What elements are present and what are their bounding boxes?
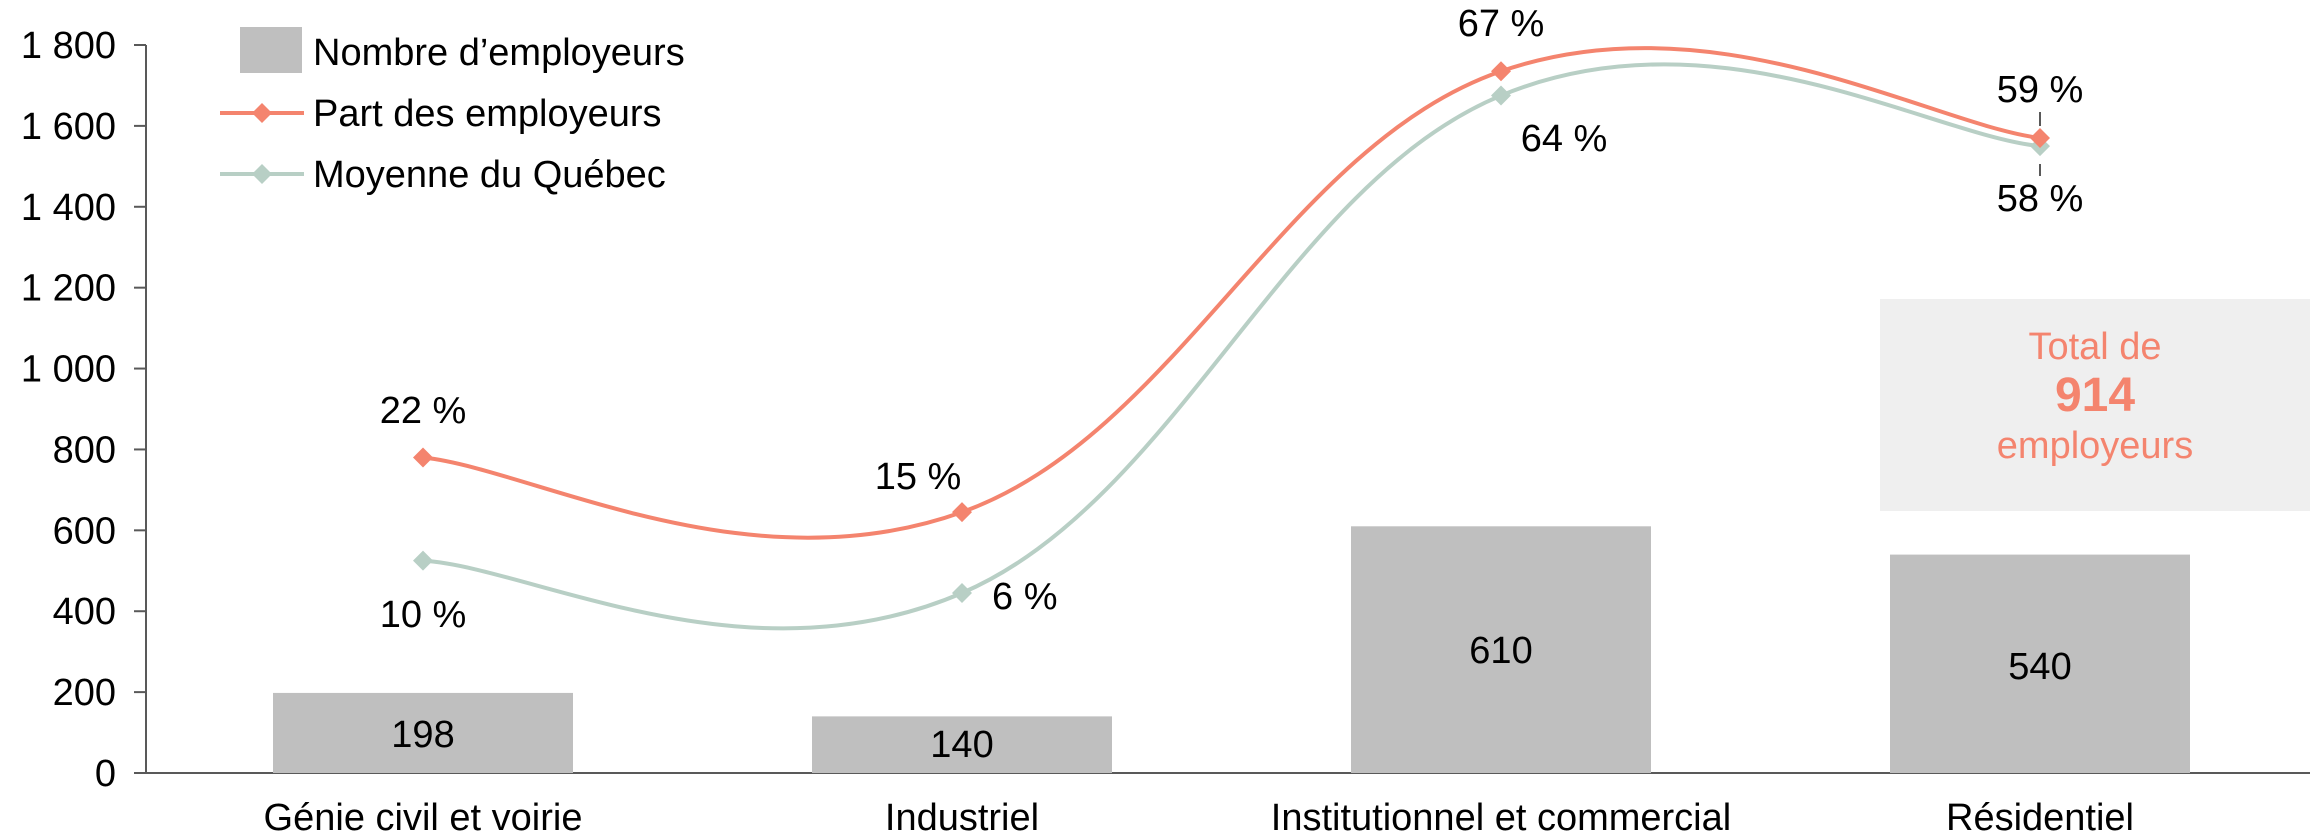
y-tick-label: 400	[53, 591, 116, 633]
data-labels: 198 140 610 540 22 % 15 % 67 % 59 % 10 % 6 % 64 % 5…	[380, 3, 2084, 766]
part-value-label: 67 %	[1458, 3, 1545, 45]
y-tick-label: 1 400	[21, 187, 116, 229]
legend-moyenne-marker	[252, 164, 272, 184]
bar	[1890, 554, 2190, 773]
bar-value-label: 198	[391, 714, 454, 756]
line-marker	[1491, 85, 1511, 106]
legend-label-part: Part des employeurs	[313, 93, 662, 135]
bar	[1351, 526, 1651, 773]
y-tick-label: 600	[53, 510, 116, 552]
x-category-label: Génie civil et voirie	[264, 797, 583, 838]
y-tick-label: 1 600	[21, 106, 116, 148]
series-line	[422, 62, 2041, 631]
line-marker	[413, 447, 433, 468]
series-line	[422, 46, 2041, 540]
total-employers-callout: Total de 914 employeurs	[1880, 299, 2310, 511]
y-tick-label: 200	[53, 672, 116, 714]
x-category-label: Institutionnel et commercial	[1271, 797, 1731, 838]
line-series	[413, 46, 2050, 631]
moyenne-value-label: 10 %	[380, 594, 467, 636]
y-tick-label: 1 000	[21, 349, 116, 391]
y-tick-label: 1 800	[21, 25, 116, 67]
x-category-label: Résidentiel	[1946, 797, 2134, 838]
line-marker	[952, 583, 972, 604]
part-value-label: 22 %	[380, 390, 467, 432]
total-callout-value: 914	[2054, 369, 2136, 422]
moyenne-value-label: 64 %	[1521, 118, 1608, 160]
y-tick-label: 1 200	[21, 268, 116, 310]
legend-part-marker	[252, 103, 272, 123]
axes: 0 200 400 600 800 1 000 1 200 1 400 1 600 1 800 Gé…	[21, 25, 2310, 838]
y-tick-label: 0	[95, 753, 116, 795]
line-marker	[2030, 128, 2050, 149]
total-callout-prefix: Total de	[2028, 326, 2162, 368]
bar-value-label: 140	[930, 724, 993, 766]
bar-value-label: 540	[2008, 646, 2071, 688]
legend-bar-swatch	[240, 27, 302, 73]
line-marker	[952, 502, 972, 523]
moyenne-value-label: 58 %	[1997, 178, 2084, 220]
x-category-label: Industriel	[885, 797, 1039, 838]
legend-label-moyenne: Moyenne du Québec	[313, 154, 666, 196]
bar	[812, 716, 1112, 773]
part-value-label: 15 %	[875, 456, 962, 498]
part-value-label: 59 %	[1997, 69, 2084, 111]
bar	[273, 692, 573, 773]
legend: Nombre d’employeurs Part des employeurs Mo…	[220, 27, 685, 196]
legend-label-nombre: Nombre d’employeurs	[313, 32, 685, 74]
moyenne-value-label: 6 %	[992, 576, 1057, 618]
total-callout-suffix: employeurs	[1996, 425, 2194, 467]
line-marker	[413, 550, 433, 571]
y-tick-label: 800	[53, 429, 116, 471]
line-marker	[1491, 61, 1511, 82]
bar-value-label: 610	[1469, 630, 1532, 672]
bar-series	[273, 526, 2190, 773]
